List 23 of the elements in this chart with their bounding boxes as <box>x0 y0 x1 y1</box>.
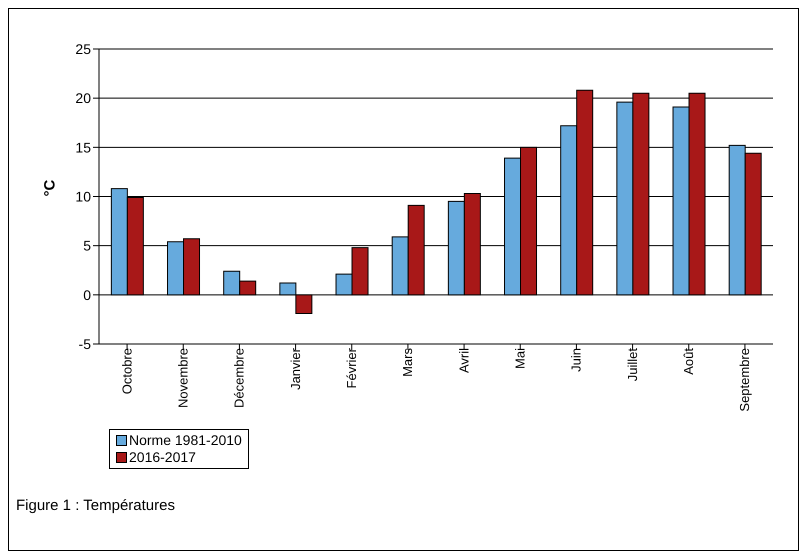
y-tick-label: 5 <box>83 238 92 254</box>
y-axis-title: °C <box>41 180 58 196</box>
x-tick-label: Février <box>344 347 359 388</box>
legend-label: 2016-2017 <box>129 449 196 466</box>
x-tick-label: Avril <box>456 348 472 374</box>
x-tick-label: Mai <box>512 348 528 369</box>
x-tick-label: Décembre <box>232 348 247 408</box>
x-tick-label: Mars <box>400 348 416 377</box>
x-tick-label: Octobre <box>119 348 134 394</box>
y-tick-label: 25 <box>75 40 92 57</box>
x-tick-label: Septembre <box>737 348 752 412</box>
y-tick-label: 0 <box>83 286 92 303</box>
legend-label: Norme 1981-2010 <box>129 432 242 449</box>
x-tick-label: Août <box>680 348 696 375</box>
y-tick-label: 10 <box>75 188 92 204</box>
y-tick-label: -5 <box>78 336 92 352</box>
x-tick-label: Novembre <box>175 348 190 408</box>
x-tick-label: Janvier <box>288 347 303 390</box>
y-tick-label: 20 <box>75 90 92 106</box>
x-tick-label: Juillet <box>624 348 640 382</box>
y-tick-label: 15 <box>75 139 92 156</box>
x-tick-label: Juin <box>568 348 584 372</box>
caption: Figure 1 : Températures <box>16 497 175 514</box>
